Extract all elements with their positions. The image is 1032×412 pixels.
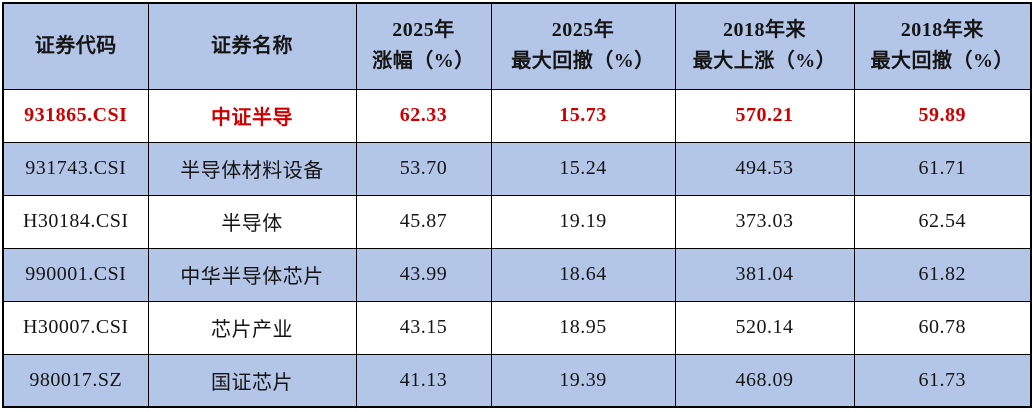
value-cell: 373.03 [674, 194, 855, 249]
value-cell: 61.82 [853, 247, 1032, 302]
value-cell: 15.24 [490, 141, 676, 196]
value-cell: 19.39 [490, 353, 676, 408]
table-row: H30007.CSI 芯片产业 43.15 18.95 520.14 60.78 [2, 300, 1032, 355]
table-body: 931865.CSI 中证半导 62.33 15.73 570.21 59.89 93174… [2, 88, 1032, 408]
value-cell: 18.64 [490, 247, 676, 302]
column-header: 2025年 最大回撤（%） [490, 2, 676, 90]
security-code-cell: 980017.SZ [2, 353, 149, 408]
table-row: 980017.SZ 国证芯片 41.13 19.39 468.09 61.73 [2, 353, 1032, 408]
value-cell: 381.04 [674, 247, 855, 302]
security-code-cell: H30184.CSI [2, 194, 149, 249]
header-row: 证券代码 证券名称 2025年 涨幅（%） 2025年 最大回撤（%） 2018年来 最… [2, 2, 1032, 90]
value-cell: 570.21 [674, 88, 855, 143]
value-cell: 494.53 [674, 141, 855, 196]
value-cell: 59.89 [853, 88, 1032, 143]
table-row: 931865.CSI 中证半导 62.33 15.73 570.21 59.89 [2, 88, 1032, 143]
column-header: 证券代码 [2, 2, 149, 90]
value-cell: 45.87 [355, 194, 492, 249]
security-name-cell: 国证芯片 [147, 353, 357, 408]
security-code-cell: 931743.CSI [2, 141, 149, 196]
value-cell: 468.09 [674, 353, 855, 408]
value-cell: 61.73 [853, 353, 1032, 408]
security-name-cell: 半导体 [147, 194, 357, 249]
value-cell: 53.70 [355, 141, 492, 196]
column-header: 2025年 涨幅（%） [355, 2, 492, 90]
value-cell: 520.14 [674, 300, 855, 355]
value-cell: 41.13 [355, 353, 492, 408]
value-cell: 18.95 [490, 300, 676, 355]
column-header: 2018年来 最大回撤（%） [853, 2, 1032, 90]
security-code-cell: 990001.CSI [2, 247, 149, 302]
security-name-cell: 半导体材料设备 [147, 141, 357, 196]
value-cell: 62.54 [853, 194, 1032, 249]
value-cell: 60.78 [853, 300, 1032, 355]
table-row: 990001.CSI 中华半导体芯片 43.99 18.64 381.04 61.82 [2, 247, 1032, 302]
column-header: 证券名称 [147, 2, 357, 90]
table-row: H30184.CSI 半导体 45.87 19.19 373.03 62.54 [2, 194, 1032, 249]
security-code-cell: H30007.CSI [2, 300, 149, 355]
security-name-cell: 中证半导 [147, 88, 357, 143]
value-cell: 43.99 [355, 247, 492, 302]
column-header: 2018年来 最大上涨（%） [674, 2, 855, 90]
value-cell: 61.71 [853, 141, 1032, 196]
value-cell: 15.73 [490, 88, 676, 143]
table-row: 931743.CSI 半导体材料设备 53.70 15.24 494.53 61.71 [2, 141, 1032, 196]
security-name-cell: 芯片产业 [147, 300, 357, 355]
value-cell: 19.19 [490, 194, 676, 249]
value-cell: 62.33 [355, 88, 492, 143]
security-name-cell: 中华半导体芯片 [147, 247, 357, 302]
value-cell: 43.15 [355, 300, 492, 355]
table-header: 证券代码 证券名称 2025年 涨幅（%） 2025年 最大回撤（%） 2018年来 最… [2, 2, 1032, 90]
security-code-cell: 931865.CSI [2, 88, 149, 143]
